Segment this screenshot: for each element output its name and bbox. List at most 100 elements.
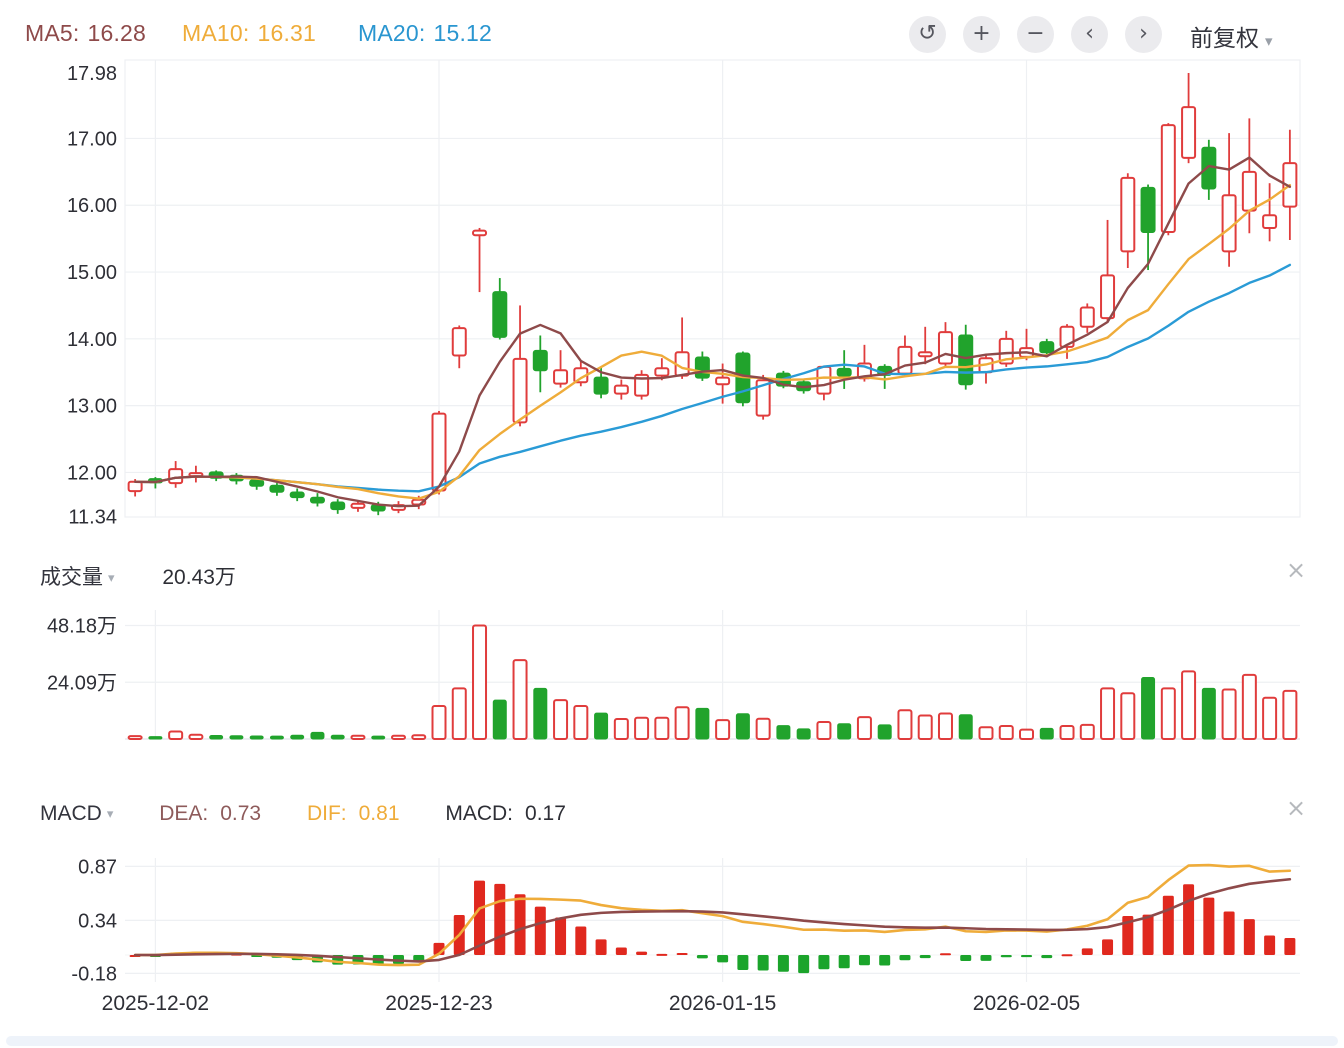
- price-axis-label: 12.00: [67, 462, 117, 484]
- candle-up: [350, 502, 366, 509]
- candle-down: [309, 496, 325, 504]
- volume-bar: [613, 717, 629, 741]
- volume-bar: [371, 735, 386, 740]
- macd-histogram-bar: [838, 955, 850, 969]
- ma5-value: 16.28: [87, 20, 147, 46]
- ma5-line: [133, 156, 1292, 508]
- macd-histogram-bar: [1061, 954, 1073, 957]
- date-axis-label: 2025-12-02: [102, 992, 209, 1015]
- volume-bar: [290, 734, 305, 740]
- volume-bar: [1079, 723, 1095, 740]
- candle-down: [269, 484, 285, 493]
- volume-bar: [1160, 687, 1176, 740]
- macd-histogram-bar: [595, 939, 607, 955]
- dif-value: 0.81: [358, 802, 400, 825]
- candle-up: [1241, 170, 1257, 212]
- volume-bar: [998, 725, 1014, 741]
- zoom-in-icon[interactable]: +: [963, 16, 1000, 53]
- volume-bar: [816, 721, 832, 741]
- macd-histogram-bar: [1142, 914, 1154, 955]
- volume-bar: [674, 706, 690, 741]
- macd-histogram-bar: [899, 955, 911, 961]
- price-axis-label: 11.34: [68, 507, 117, 529]
- volume-bar: [897, 709, 913, 741]
- candle-up: [937, 331, 953, 365]
- macd-histogram-bar: [879, 955, 891, 966]
- price-axis-label: 14.00: [67, 329, 117, 351]
- macd-histogram-bar: [1183, 884, 1195, 955]
- candle-up: [512, 357, 528, 424]
- candle-up: [1059, 325, 1075, 348]
- macd-histogram-bar: [1102, 939, 1114, 955]
- macd-histogram-bar: [1284, 938, 1296, 955]
- macd-histogram-bar: [777, 955, 789, 972]
- macd-histogram-bar: [534, 906, 546, 955]
- candle-up: [917, 351, 933, 358]
- volume-current-value: 20.43万: [162, 566, 236, 589]
- volume-bar: [573, 705, 589, 741]
- chevron-left-icon[interactable]: ‹: [1071, 16, 1108, 53]
- close-icon[interactable]: ×: [1285, 794, 1307, 822]
- candle-up: [1100, 274, 1116, 320]
- volume-bar: [654, 716, 670, 741]
- volume-bar: [634, 716, 650, 741]
- dea-readout: DEA: 0.73: [159, 802, 267, 825]
- candle-up: [1160, 124, 1176, 233]
- volume-indicator-dropdown[interactable]: 成交量 ▾: [40, 566, 120, 589]
- volume-bar: [1221, 688, 1237, 740]
- volume-bar: [533, 687, 548, 740]
- candle-up: [168, 468, 184, 485]
- candle-up: [613, 384, 629, 395]
- price-adjust-dropdown[interactable]: 前复权 ▾: [1190, 19, 1273, 53]
- candle-down: [1140, 186, 1156, 233]
- macd-histogram-bar: [474, 880, 486, 955]
- price-pane-border: [124, 59, 1301, 518]
- macd-histogram-bar: [717, 955, 729, 963]
- macd-histogram-bar: [1021, 955, 1033, 958]
- volume-bar: [1201, 687, 1216, 740]
- volume-bar: [1141, 677, 1156, 740]
- horizontal-scrollbar[interactable]: [6, 1036, 1338, 1046]
- macd-histogram-bar: [575, 926, 587, 955]
- candle-down: [1039, 341, 1055, 354]
- date-axis-label: 2025-12-23: [385, 992, 492, 1015]
- indicator-header: MA5: 16.28 MA10: 16.31 MA20: 15.12 ↺ + − ‹ …: [0, 0, 1344, 56]
- volume-bar: [411, 734, 427, 740]
- volume-bar: [978, 726, 994, 740]
- undo-icon[interactable]: ↺: [909, 16, 946, 53]
- volume-bar: [1262, 696, 1278, 741]
- macd-histogram-bar: [1223, 911, 1235, 955]
- dea-value: 0.73: [220, 802, 262, 825]
- candle-up: [1120, 176, 1136, 253]
- price-axis-label: 15.00: [67, 262, 117, 284]
- candle-down: [958, 334, 974, 386]
- macd-histogram-bar: [818, 955, 830, 970]
- volume-bar: [310, 731, 325, 740]
- date-axis-label: 2026-01-15: [669, 992, 776, 1015]
- volume-bar: [1019, 728, 1035, 741]
- volume-bar: [512, 659, 528, 740]
- chevron-right-icon[interactable]: ›: [1125, 16, 1162, 53]
- candle-up: [1181, 106, 1197, 159]
- macd-label: MACD:: [445, 802, 514, 825]
- candle-up: [553, 369, 569, 385]
- volume-bar: [735, 713, 750, 740]
- candle-up: [755, 379, 771, 417]
- volume-bar: [776, 725, 791, 740]
- volume-bar: [553, 699, 569, 740]
- volume-bar: [330, 734, 345, 740]
- candle-up: [127, 480, 143, 493]
- zoom-out-icon[interactable]: −: [1017, 16, 1054, 53]
- macd-indicator-dropdown[interactable]: MACD ▾: [40, 802, 119, 825]
- ma10-value: 16.31: [257, 20, 317, 46]
- macd-axis-label: 0.34: [78, 910, 117, 932]
- ma5-label: MA5:: [25, 20, 80, 46]
- macd-histogram-bar: [919, 955, 931, 959]
- macd-histogram-bar: [1243, 919, 1255, 955]
- ma10-indicator: MA10: 16.31: [182, 20, 316, 47]
- candle-down: [593, 376, 609, 395]
- close-icon[interactable]: ×: [1285, 556, 1307, 584]
- macd-histogram-bar: [1041, 955, 1053, 959]
